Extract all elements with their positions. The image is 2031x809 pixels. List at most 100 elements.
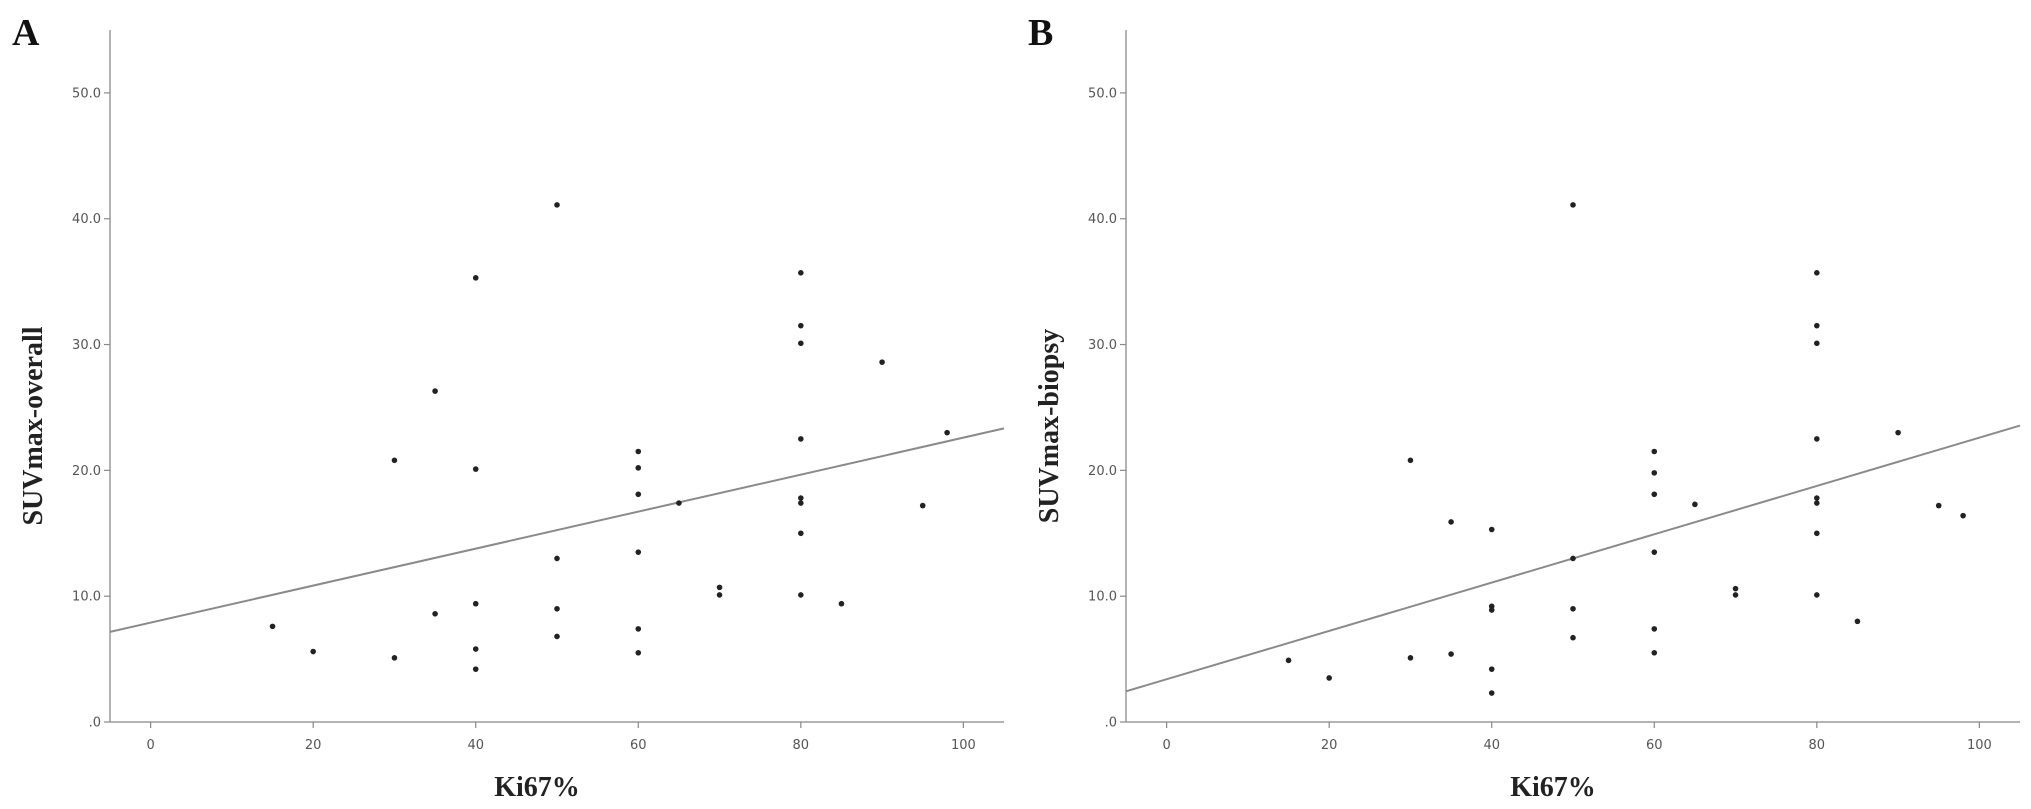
data-point — [798, 592, 804, 598]
y-tick-label: 40.0 — [1088, 212, 1117, 227]
data-point — [1935, 502, 1942, 509]
data-point — [472, 600, 479, 607]
y-tick-label: 30.0 — [1088, 338, 1117, 353]
fit-line — [109, 427, 1005, 633]
data-point — [879, 359, 885, 365]
data-point — [1854, 618, 1861, 625]
data-point — [1814, 500, 1820, 506]
x-tick-label: 20 — [1321, 738, 1338, 753]
data-point — [798, 436, 804, 442]
scatter-chart-b: B .0 10.0 20.0 30.0 40.0 50.0 0 20 40 60 80 100 Ki67%… — [1028, 12, 2021, 803]
data-point — [1651, 470, 1658, 476]
y-tick-label: 10.0 — [1088, 590, 1117, 605]
data-point — [635, 549, 642, 555]
data-point — [554, 605, 560, 612]
x-tick-label: 80 — [1809, 738, 1826, 753]
data-point — [716, 584, 723, 591]
y-tick-label: 20.0 — [72, 464, 101, 479]
x-tick-label: 0 — [146, 738, 154, 753]
data-point — [391, 457, 398, 464]
y-axis-title: SUVmax-overall — [18, 326, 49, 525]
x-axis-title: Ki67% — [1510, 772, 1596, 803]
data-point — [1814, 340, 1820, 347]
data-point — [310, 648, 316, 655]
x-tick-label: 0 — [1162, 738, 1170, 753]
data-point — [1692, 501, 1698, 508]
data-point — [1814, 530, 1820, 537]
data-point — [472, 646, 479, 652]
data-point — [1814, 270, 1820, 276]
data-point — [838, 600, 845, 607]
scatter-panel-b: B .0 10.0 20.0 30.0 40.0 50.0 0 20 40 60 80 100 Ki67%… — [1016, 0, 2031, 809]
data-point — [635, 626, 642, 632]
y-tick-label: .0 — [89, 716, 101, 731]
data-point — [798, 530, 804, 537]
data-point — [1570, 202, 1576, 208]
x-tick-label: 60 — [1646, 738, 1663, 753]
x-tick-label: 100 — [951, 738, 976, 753]
data-point — [1960, 512, 1966, 519]
scatter-chart-a: A .0 10.0 20.0 30.0 40.0 50.0 0 20 40 60 80 100 Ki67%… — [12, 12, 1005, 803]
panel-label: A — [12, 12, 40, 54]
y-tick-label: .0 — [1105, 716, 1117, 731]
data-point — [1651, 549, 1658, 555]
data-point — [1488, 526, 1495, 533]
data-point — [798, 322, 804, 329]
scatter-panel-a: A .0 10.0 20.0 30.0 40.0 50.0 0 20 40 60 80 100 Ki67%… — [0, 0, 1015, 809]
data-point — [1895, 429, 1901, 436]
data-point — [432, 610, 438, 617]
data-point — [1570, 555, 1576, 562]
data-point — [1570, 634, 1576, 641]
y-tick-label: 50.0 — [72, 86, 101, 101]
data-point — [554, 555, 560, 562]
x-tick-label: 40 — [467, 738, 484, 753]
y-tick-label: 50.0 — [1088, 86, 1117, 101]
panel-label: B — [1028, 12, 1053, 54]
data-point — [554, 633, 560, 640]
data-point — [798, 495, 804, 501]
x-tick-label: 80 — [793, 738, 810, 753]
data-point — [1448, 651, 1454, 657]
data-point — [798, 270, 804, 276]
data-point — [269, 623, 276, 630]
data-point — [1651, 650, 1658, 656]
data-point — [1285, 657, 1292, 664]
data-point — [472, 666, 479, 672]
x-axis-title: Ki67% — [494, 772, 580, 803]
y-tick-label: 10.0 — [72, 590, 101, 605]
data-point — [1326, 675, 1332, 681]
data-point — [635, 465, 642, 471]
x-tick-label: 20 — [305, 738, 322, 753]
data-point — [554, 202, 560, 208]
y-tick-label: 20.0 — [1088, 464, 1117, 479]
data-point — [1407, 655, 1414, 661]
y-axis-title: SUVmax-biopsy — [1034, 329, 1065, 523]
data-point — [1732, 592, 1739, 598]
data-point — [1651, 448, 1658, 455]
x-tick-label: 60 — [630, 738, 647, 753]
x-tick-label: 100 — [1967, 738, 1992, 753]
data-point — [1814, 592, 1820, 598]
data-point — [472, 466, 479, 472]
data-point — [944, 429, 950, 436]
data-point — [1570, 605, 1576, 612]
data-point — [1651, 491, 1658, 498]
data-point — [635, 650, 642, 656]
data-point — [391, 655, 398, 661]
data-point — [1814, 322, 1820, 329]
data-point — [635, 448, 642, 455]
data-point — [1488, 603, 1495, 610]
data-point — [1814, 436, 1820, 442]
data-point — [798, 500, 804, 506]
data-point — [919, 502, 926, 509]
y-tick-label: 30.0 — [72, 338, 101, 353]
data-point — [798, 340, 804, 347]
data-point — [1407, 457, 1414, 464]
data-point — [1814, 495, 1820, 501]
data-point — [1488, 666, 1495, 672]
data-point — [676, 500, 682, 506]
data-point — [1651, 626, 1658, 632]
data-point — [635, 491, 642, 498]
data-point — [472, 275, 479, 281]
data-point — [432, 388, 438, 394]
